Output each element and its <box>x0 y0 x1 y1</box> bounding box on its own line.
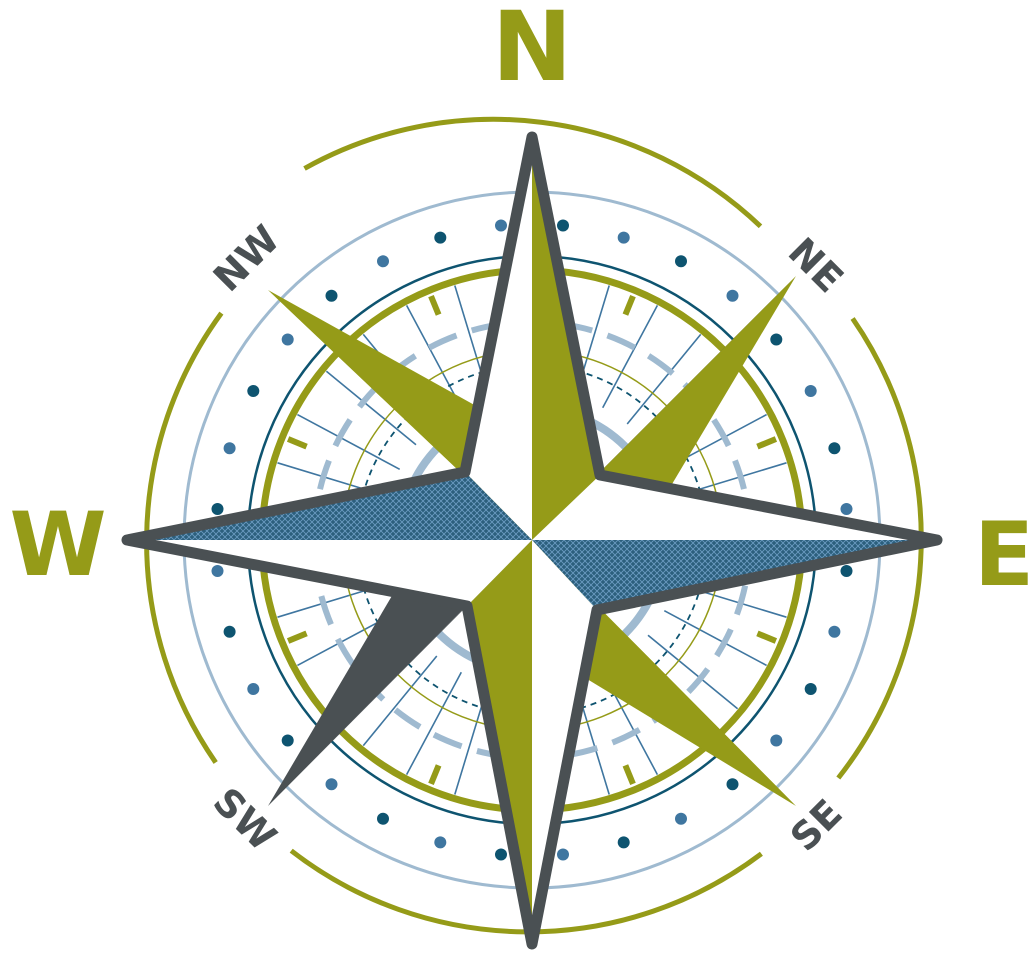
ring-dot <box>617 231 630 244</box>
ring-dot <box>804 385 817 397</box>
ring-dot <box>770 333 783 346</box>
tick-mark <box>756 630 778 644</box>
ring-dot <box>828 442 841 455</box>
ring-dot <box>828 625 841 638</box>
ring-dot <box>726 289 739 302</box>
tick-mark <box>428 294 442 316</box>
ring-dot <box>325 778 338 791</box>
label-southeast: SE <box>782 791 851 860</box>
ring-dot <box>211 503 224 515</box>
ring-dot <box>675 812 687 825</box>
ring-dot <box>377 255 389 268</box>
label-east: E <box>974 503 1030 606</box>
ring-dot <box>617 836 630 849</box>
ring-dot <box>211 565 224 577</box>
ring-dot <box>434 231 447 244</box>
ring-dot <box>495 219 507 232</box>
tick-mark <box>622 294 636 316</box>
dot-ring <box>211 219 853 861</box>
spoke-line <box>405 671 463 775</box>
spoke-line <box>325 370 417 446</box>
label-southwest: SW <box>205 779 285 859</box>
spoke-line <box>297 413 401 471</box>
ring-dot <box>557 848 569 861</box>
label-west: W <box>9 493 106 596</box>
ring-dot <box>804 683 817 695</box>
label-northeast: NE <box>780 229 852 301</box>
ring-dot <box>434 836 447 849</box>
ring-dot <box>840 503 853 515</box>
spoke-line <box>601 305 659 409</box>
ring-dot <box>325 289 338 302</box>
ring-dot <box>377 812 389 825</box>
ring-dot <box>247 683 260 695</box>
spoke-line <box>647 634 739 710</box>
ring-dot <box>247 385 260 397</box>
spoke-line <box>663 609 767 667</box>
ring-dot <box>557 219 569 232</box>
label-northwest: NW <box>205 217 288 300</box>
label-north: N <box>492 0 572 103</box>
spoke-line <box>362 655 438 747</box>
ring-dot <box>495 848 507 861</box>
spoke-line <box>405 305 463 409</box>
tick-mark <box>756 436 778 450</box>
cardinal-star <box>121 131 943 950</box>
ring-dot <box>840 565 853 577</box>
olive-ticks <box>286 294 778 786</box>
ring-dot <box>223 625 236 638</box>
tick-mark <box>622 764 636 786</box>
spoke-line <box>626 333 702 425</box>
ring-dot <box>770 734 783 747</box>
tick-mark <box>286 436 308 450</box>
ring-dot <box>726 778 739 791</box>
ring-dot <box>223 442 236 455</box>
tick-mark <box>286 630 308 644</box>
tick-mark <box>428 764 442 786</box>
ring-dot <box>675 255 687 268</box>
ring-dot <box>281 333 294 346</box>
ring-dot <box>281 734 294 747</box>
